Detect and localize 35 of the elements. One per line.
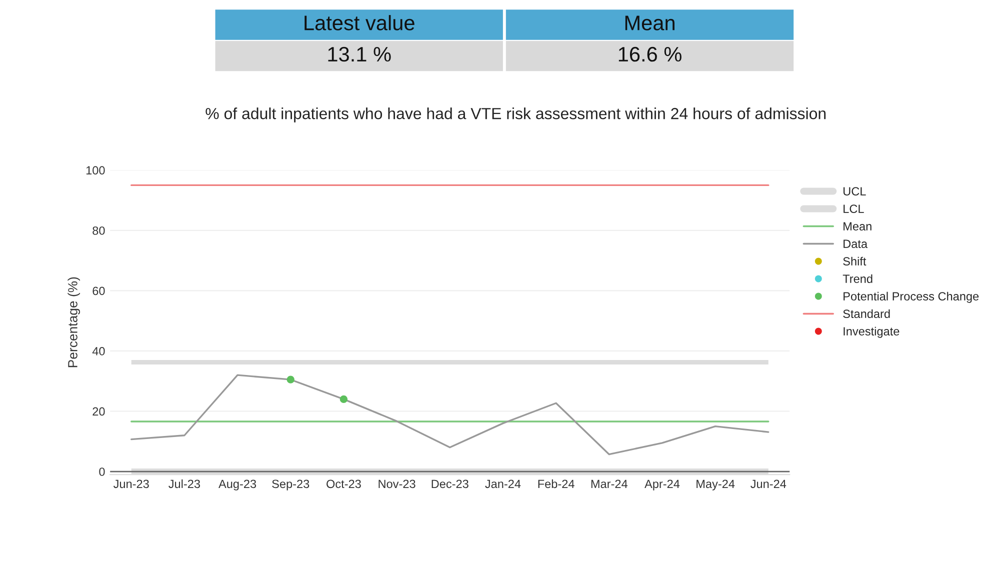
x-tick-label: Nov-23 <box>378 480 416 488</box>
legend-label: Trend <box>842 274 872 284</box>
text: Mean <box>625 16 674 30</box>
text: 13.1 % <box>328 46 391 62</box>
text: Latest value <box>304 15 414 30</box>
x-tick-label: Jul-23 <box>168 479 200 488</box>
y-axis-title: Percentage (%) <box>68 277 80 368</box>
legend-label: Mean <box>844 222 872 231</box>
x-tick-label: May-24 <box>696 480 735 490</box>
legend-label: Investigate <box>844 326 900 338</box>
y-tick-label: 0 <box>99 468 105 476</box>
x-tick-label: Mar-24 <box>591 480 628 488</box>
legend-label: Data <box>844 240 868 248</box>
x-tick-label: Jan-24 <box>485 480 521 488</box>
x-tick-label: Dec-23 <box>432 480 468 488</box>
x-tick-label: Feb-24 <box>538 479 574 488</box>
y-tick-label: 80 <box>92 226 105 235</box>
y-tick-label: 100 <box>86 166 105 175</box>
y-tick-label: 40 <box>92 347 105 356</box>
x-tick-label: Apr-24 <box>644 480 680 490</box>
x-tick-label: Oct-23 <box>326 480 361 488</box>
legend-label: LCL <box>844 204 864 214</box>
y-tick-label: 60 <box>92 286 105 296</box>
x-tick-label: Jun-23 <box>113 480 149 488</box>
line-series <box>130 374 770 456</box>
chart-title: % of adult inpatients who have had a VTE risk assessment within 24 hours of admission <box>206 107 826 122</box>
y-tick-label: 20 <box>92 407 105 416</box>
x-tick-label: Aug-23 <box>218 480 256 490</box>
x-tick-label: Sep-23 <box>272 480 310 490</box>
x-tick-label: Jun-24 <box>750 480 786 488</box>
legend-label: Standard <box>843 309 890 318</box>
legend-label: Shift <box>843 256 866 266</box>
legend-label: UCL <box>844 187 866 196</box>
legend-label: Potential Process Change <box>844 292 979 303</box>
text: 16.6 % <box>618 46 682 62</box>
